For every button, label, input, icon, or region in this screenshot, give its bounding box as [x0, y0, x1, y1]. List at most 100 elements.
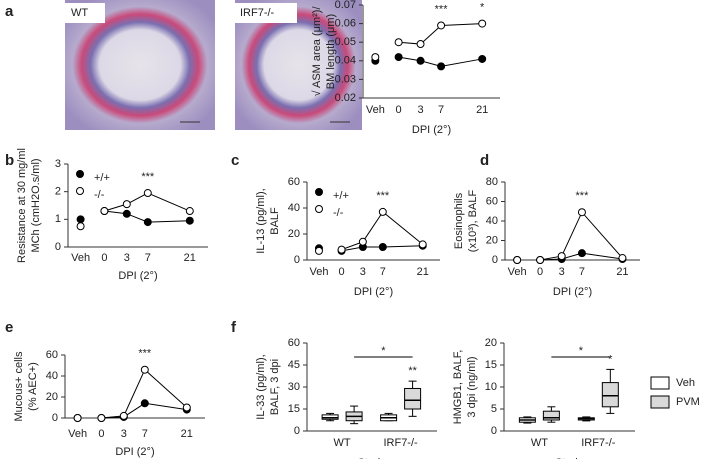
y-tick-label: 3: [55, 158, 61, 170]
point: [119, 411, 128, 420]
x-axis-title: DPI (2°): [553, 286, 592, 298]
series-line: [398, 23, 483, 45]
box: [601, 382, 619, 408]
annotation: ***: [138, 348, 152, 360]
legend-label: +/+: [94, 172, 110, 184]
legend-marker: [76, 170, 84, 178]
point: [185, 216, 194, 225]
point: [371, 53, 380, 62]
y-axis-title: IL-33 (pg/ml),: [255, 354, 267, 419]
x-tick-label: Veh: [366, 104, 385, 116]
y-tick-label: 0.06: [335, 18, 356, 30]
y-tick-label: 40: [46, 370, 58, 382]
y-tick-label: 60: [288, 337, 300, 349]
y-tick-label: 0: [55, 241, 61, 253]
point: [418, 240, 427, 249]
y-axis-title: √ ASM area (μm²)/: [311, 6, 323, 97]
x-tick-label: Veh: [309, 266, 328, 278]
panel-letter: f: [231, 319, 237, 336]
legend-label: +/+: [333, 190, 349, 202]
x-tick-label: 21: [616, 266, 628, 278]
x-tick-label: 0: [98, 428, 104, 440]
image-label: WT: [71, 7, 88, 19]
x-tick-label: 7: [145, 252, 151, 264]
point: [416, 56, 425, 65]
point: [76, 215, 85, 224]
x-tick-label: Veh: [68, 428, 87, 440]
x-tick-label: 7: [579, 266, 585, 278]
x-tick-label: 21: [184, 252, 196, 264]
x-tick-label: 7: [438, 104, 444, 116]
y-axis-title: Resistance at 30 mg/ml: [16, 148, 28, 263]
series-line: [341, 211, 424, 251]
x-tick-label: 0: [339, 266, 345, 278]
annotation: **: [408, 365, 417, 377]
point: [143, 218, 152, 227]
point: [394, 38, 403, 47]
annotation: *: [381, 345, 386, 357]
y-tick-label: 2: [55, 186, 61, 198]
x-tick-label: 0: [537, 266, 543, 278]
point: [513, 256, 522, 264]
annotation: ***: [376, 190, 390, 202]
y-tick-label: 45: [288, 359, 300, 371]
y-tick-label: 30: [288, 381, 300, 393]
y-tick-label: 0.02: [335, 92, 356, 104]
legend-label: -/-: [333, 207, 344, 219]
point: [437, 62, 446, 71]
y-tick-label: 10: [485, 381, 497, 393]
y-tick-label: 20: [485, 337, 497, 349]
y-tick-label: 0: [294, 254, 300, 266]
point: [314, 246, 323, 255]
point: [478, 19, 487, 28]
x-tick-label: 21: [476, 104, 488, 116]
series-line: [101, 368, 188, 419]
y-tick-label: 40: [486, 215, 498, 227]
point: [76, 222, 85, 231]
annotation: ***: [435, 3, 449, 15]
annotation: ***: [141, 171, 155, 183]
box: [542, 410, 560, 421]
series-line: [398, 56, 483, 67]
y-axis-title: Eosinophils: [453, 192, 465, 249]
y-tick-label: 20: [486, 234, 498, 246]
point: [416, 40, 425, 49]
annotation: ***: [576, 190, 590, 202]
point: [122, 200, 131, 209]
point: [437, 21, 446, 30]
annotation: *: [608, 353, 613, 365]
y-tick-label: 60: [288, 176, 300, 188]
x-tick-label: 21: [181, 428, 193, 440]
y-tick-label: 40: [288, 202, 300, 214]
y-tick-label: 0.05: [335, 36, 356, 48]
series-line: [101, 402, 187, 419]
micrograph-irf7: IRF7-/-: [235, 0, 362, 130]
x-axis-title: DPI (2°): [354, 286, 393, 298]
y-tick-label: 0: [491, 425, 497, 437]
x-axis-title: DPI (2°): [118, 270, 157, 282]
x-tick-label: 3: [124, 252, 130, 264]
point: [185, 207, 194, 216]
legend-label: -/-: [94, 189, 105, 201]
y-tick-label: 0.07: [335, 0, 356, 11]
y-tick-label: 20: [288, 228, 300, 240]
x-axis-title: DPI (2°): [412, 124, 451, 136]
y-tick-label: 60: [46, 349, 58, 361]
y-axis-title: BM length (μm): [325, 14, 337, 89]
x-tick-label: 3: [360, 266, 366, 278]
point: [557, 252, 566, 261]
x-tick-label: 0: [396, 104, 402, 116]
x-tick-label: 3: [559, 266, 565, 278]
y-tick-label: 0.04: [335, 55, 356, 67]
x-tick-label: 3: [417, 104, 423, 116]
point: [73, 414, 82, 422]
x-tick-label: IRF7-/-: [383, 437, 418, 449]
point: [577, 208, 586, 217]
x-tick-label: 3: [121, 428, 127, 440]
y-tick-label: 0: [52, 412, 58, 424]
y-tick-label: 15: [288, 403, 300, 415]
y-axis-title: HMGB1, BALF,: [452, 350, 464, 425]
y-tick-label: 1: [55, 213, 61, 225]
y-axis-title: BALF, 3 dpi: [269, 359, 281, 415]
x-tick-label: WT: [334, 437, 351, 449]
